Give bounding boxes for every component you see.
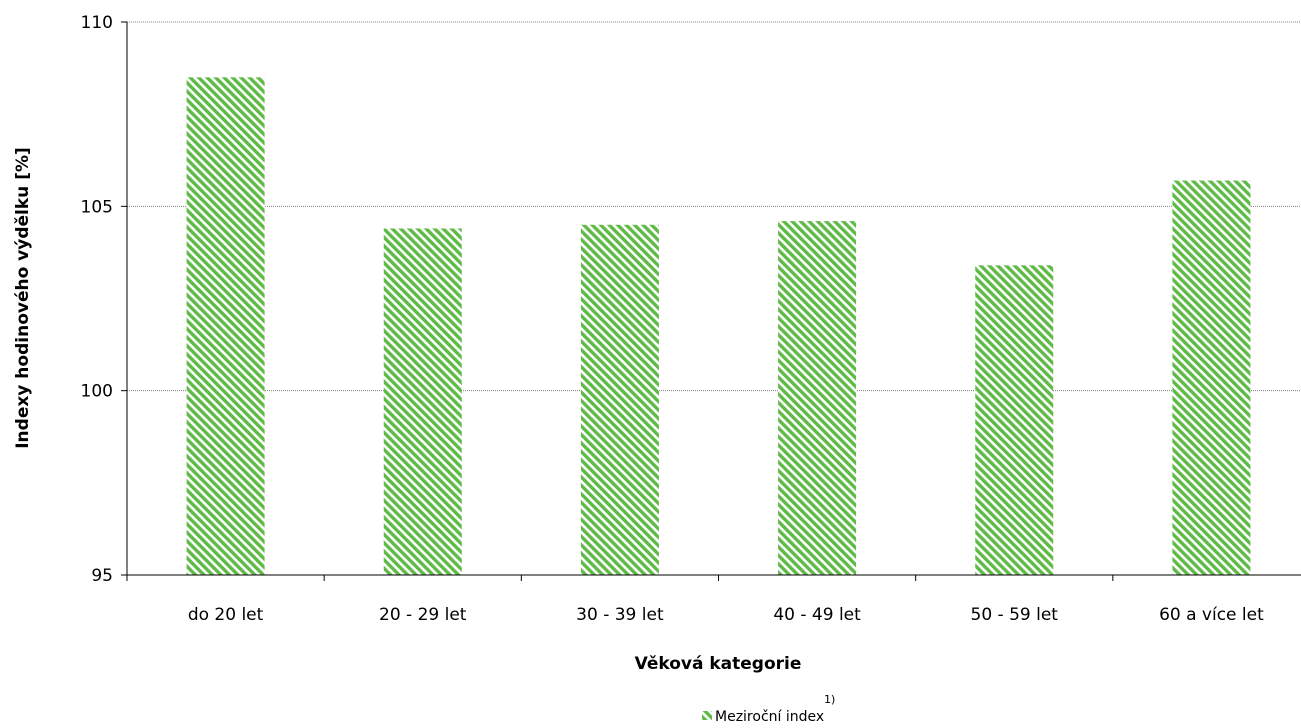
- x-tick-label: 20 - 29 let: [379, 605, 467, 625]
- legend-footnote: 1): [824, 693, 835, 706]
- bar: [778, 221, 857, 575]
- bar: [580, 224, 659, 575]
- x-tick-label: 60 a více let: [1159, 605, 1264, 625]
- x-tick-label: do 20 let: [188, 605, 264, 625]
- legend: Meziroční index 1): [702, 693, 835, 725]
- y-tick-labels: 95 100 105 110: [81, 13, 127, 586]
- gridlines: [127, 21, 1301, 392]
- y-tick-label: 95: [91, 566, 113, 586]
- legend-swatch: [702, 711, 712, 720]
- x-tick-label: 50 - 59 let: [971, 605, 1059, 625]
- x-tick-labels: do 20 let 20 - 29 let 30 - 39 let 40 - 49 l…: [126, 575, 1264, 625]
- legend-label: Meziroční index: [715, 709, 824, 725]
- bar: [975, 265, 1054, 575]
- x-axis-title: Věková kategorie: [635, 654, 802, 674]
- bar: [383, 228, 462, 575]
- y-tick-label: 110: [81, 13, 113, 33]
- axes: [126, 22, 1301, 576]
- x-tick-label: 30 - 39 let: [576, 605, 664, 625]
- y-axis-title: Indexy hodinového výdělku [%]: [13, 147, 33, 449]
- bar: [1172, 180, 1251, 575]
- x-tick-label: 40 - 49 let: [773, 605, 861, 625]
- bar: [186, 77, 265, 576]
- bars: [186, 77, 1251, 576]
- y-tick-label: 100: [81, 382, 113, 402]
- y-tick-label: 105: [81, 197, 113, 217]
